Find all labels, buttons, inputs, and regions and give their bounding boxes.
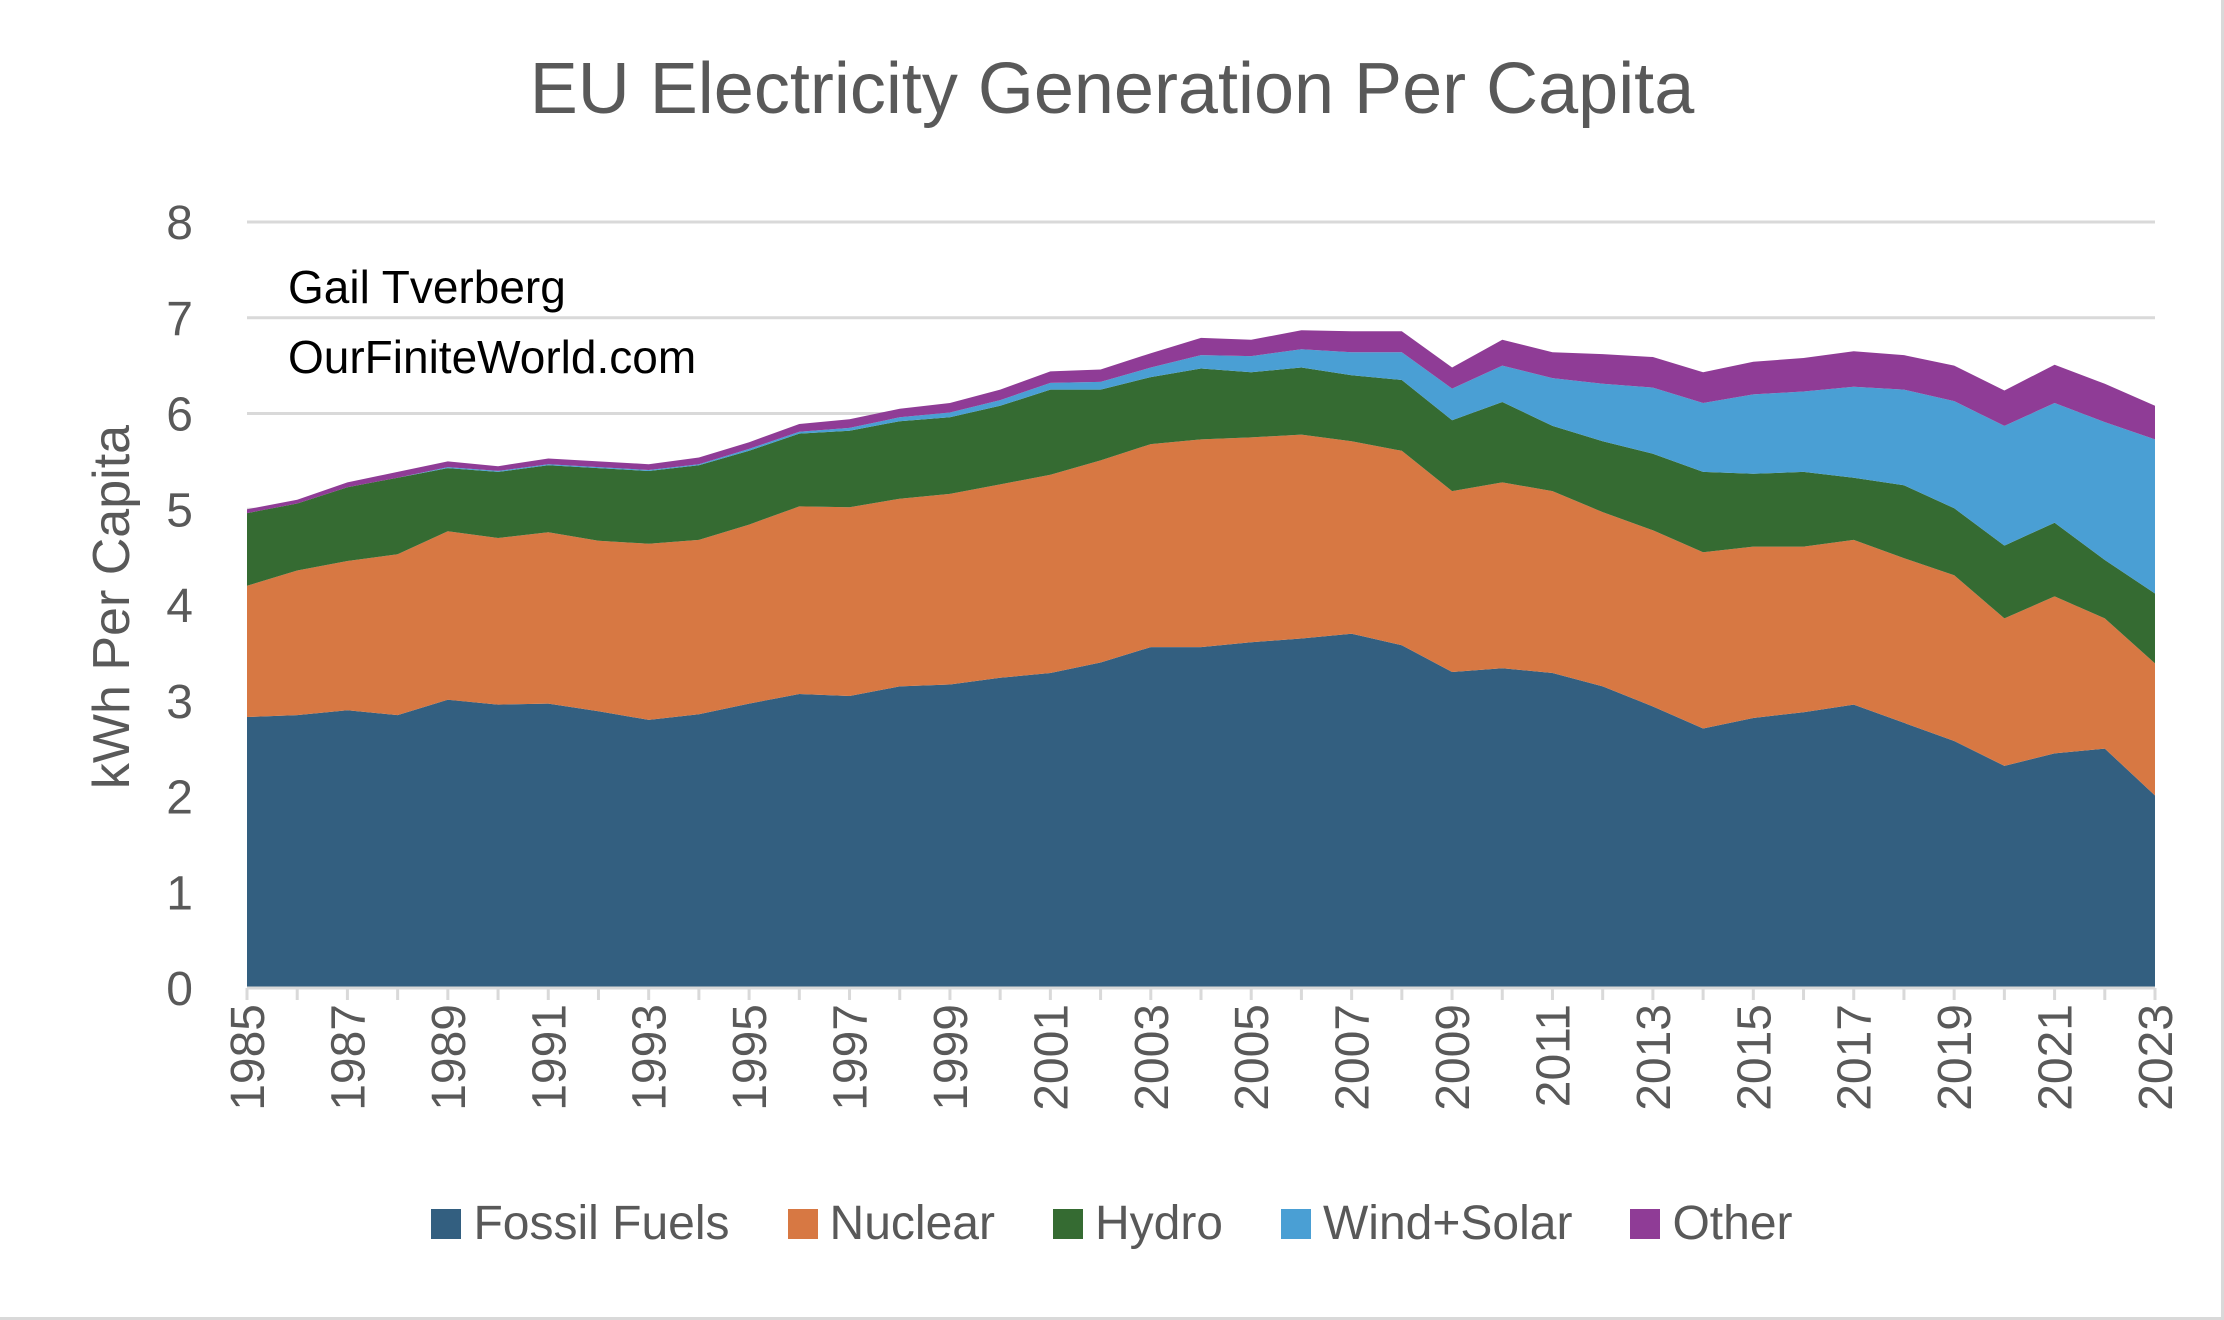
legend: Fossil Fuels Nuclear Hydro Wind+Solar Other xyxy=(0,1196,2224,1251)
legend-label: Other xyxy=(1672,1197,1793,1250)
x-tick-label: 2019 xyxy=(1929,1004,1982,1111)
legend-item: Nuclear xyxy=(787,1196,995,1251)
y-tick-label: 5 xyxy=(166,484,193,537)
legend-swatch xyxy=(787,1208,818,1239)
x-tick-label: 2013 xyxy=(1628,1004,1681,1111)
legend-label: Hydro xyxy=(1094,1197,1223,1250)
y-tick-label: 7 xyxy=(166,293,193,346)
x-tick-label: 1997 xyxy=(825,1004,878,1111)
legend-swatch xyxy=(1281,1208,1311,1239)
x-tick-label: 2009 xyxy=(1427,1004,1480,1111)
y-tick-label: 0 xyxy=(166,963,193,1016)
y-tick-label: 1 xyxy=(166,867,193,920)
legend-label: Nuclear xyxy=(829,1197,995,1250)
x-tick-label: 1989 xyxy=(423,1004,476,1111)
legend-item: Hydro xyxy=(1052,1196,1223,1251)
x-tick-label: 1993 xyxy=(624,1004,677,1111)
legend-item: Wind+Solar xyxy=(1281,1196,1572,1251)
area-fossil-fuels xyxy=(247,633,2155,988)
x-tick-label: 1995 xyxy=(724,1004,777,1111)
x-tick-label: 2017 xyxy=(1829,1004,1882,1111)
area-other xyxy=(247,330,2155,514)
area-nuclear xyxy=(247,434,2155,796)
x-tick-label: 2011 xyxy=(1527,1004,1580,1107)
x-tick-label: 2023 xyxy=(2130,1004,2183,1111)
chart-title: EU Electricity Generation Per Capita xyxy=(529,49,1695,129)
y-tick-label: 3 xyxy=(166,676,193,729)
x-tick-label: 1987 xyxy=(322,1004,375,1111)
x-tick-label: 1991 xyxy=(523,1004,576,1111)
legend-label: Fossil Fuels xyxy=(473,1197,730,1250)
legend-swatch xyxy=(431,1208,462,1239)
x-tick-label: 2003 xyxy=(1126,1004,1179,1111)
website-annotation: OurFiniteWorld.com xyxy=(288,331,697,383)
x-tick-label: 1985 xyxy=(222,1004,275,1111)
y-tick-label: 6 xyxy=(166,389,193,442)
area-wind-solar xyxy=(247,349,2155,594)
legend-item: Other xyxy=(1630,1196,1793,1251)
legend-label: Wind+Solar xyxy=(1323,1197,1573,1250)
x-tick-label: 2021 xyxy=(2030,1004,2083,1111)
x-tick-label: 2007 xyxy=(1327,1004,1380,1111)
y-tick-label: 8 xyxy=(166,197,193,250)
area-hydro xyxy=(247,367,2155,664)
author-annotation: Gail Tverberg xyxy=(288,261,566,313)
x-tick-label: 2001 xyxy=(1025,1004,1078,1111)
x-tick-label: 2005 xyxy=(1226,1004,1279,1111)
y-tick-label: 4 xyxy=(166,580,193,633)
legend-swatch xyxy=(1630,1208,1661,1239)
y-tick-label: 2 xyxy=(166,772,193,825)
x-tick-label: 1999 xyxy=(925,1004,978,1111)
x-tick-label: 2015 xyxy=(1728,1004,1781,1111)
legend-swatch xyxy=(1052,1208,1083,1239)
legend-item: Fossil Fuels xyxy=(431,1196,730,1251)
